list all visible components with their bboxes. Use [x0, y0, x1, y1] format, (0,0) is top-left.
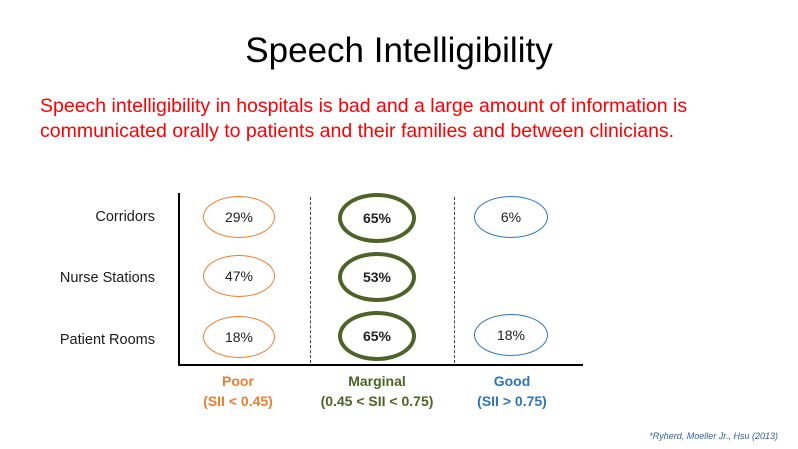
separator-marginal-good [454, 197, 455, 363]
row-label-nurse-stations: Nurse Stations [59, 270, 155, 286]
category-poor-range: (SII < 0.45) [203, 393, 273, 409]
bubble-patient-rooms-marginal: 65% [338, 311, 416, 361]
citation: *Ryherd, Moeller Jr., Hsu (2013) [649, 431, 778, 441]
separator-poor-marginal [310, 197, 311, 363]
row-label-corridors: Corridors [95, 209, 155, 225]
intro-text: Speech intelligibility in hospitals is b… [40, 94, 780, 144]
bubble-corridors-good: 6% [474, 196, 548, 238]
category-marginal-name: Marginal [348, 373, 406, 389]
category-marginal: Marginal (0.45 < SII < 0.75) [302, 371, 452, 411]
intro-line-2: communicated orally to patients and thei… [40, 120, 675, 142]
category-marginal-range: (0.45 < SII < 0.75) [320, 393, 434, 409]
bubble-corridors-poor: 29% [203, 196, 275, 238]
bubble-corridors-marginal: 65% [338, 193, 416, 243]
bubble-nurse-stations-marginal: 53% [338, 252, 416, 302]
row-label-patient-rooms: Patient Rooms [59, 332, 155, 348]
y-axis-line [178, 193, 180, 365]
category-poor-name: Poor [222, 373, 254, 389]
category-good-name: Good [493, 373, 531, 389]
category-poor: Poor (SII < 0.45) [178, 371, 298, 411]
bubble-patient-rooms-poor: 18% [203, 316, 275, 358]
category-good-range: (SII > 0.75) [477, 393, 547, 409]
bubble-patient-rooms-good: 18% [474, 314, 548, 356]
category-good: Good (SII > 0.75) [457, 371, 567, 411]
slide-title: Speech Intelligibility [245, 31, 553, 70]
bubble-nurse-stations-poor: 47% [203, 255, 275, 297]
intro-line-1: Speech intelligibility in hospitals is b… [40, 95, 688, 117]
x-axis-line [178, 364, 583, 366]
